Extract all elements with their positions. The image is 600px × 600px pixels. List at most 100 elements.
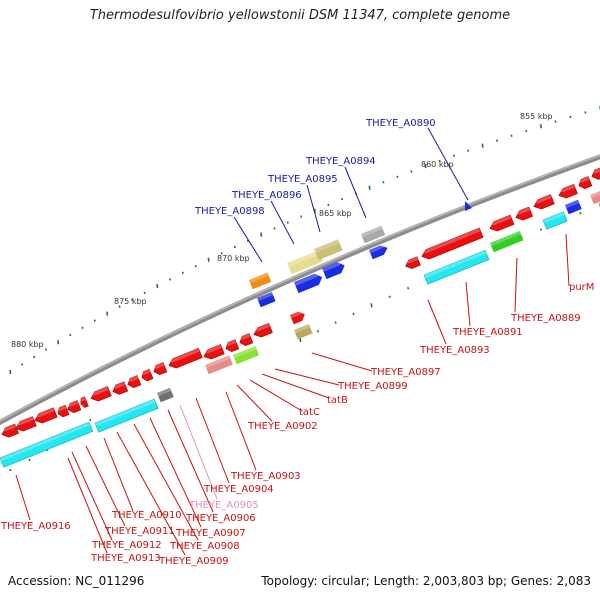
gene-block-cyan: [542, 211, 568, 230]
label-connector: [71, 451, 113, 541]
gene-label-reverse: tatC: [299, 407, 320, 418]
inner-scale-tick-mark: [28, 458, 31, 462]
gene-label-reverse: THEYE_A0893: [419, 345, 490, 356]
scale-tick-mark: [118, 305, 121, 308]
label-connector: [565, 233, 570, 287]
scale-tick-label: 870 kbp: [217, 254, 250, 263]
gene-label-reverse: THEYE_A0899: [337, 381, 408, 392]
gene-block-cyan: [423, 249, 490, 285]
reverse-gene-arrow: [532, 194, 555, 210]
scale-tick-mark: [525, 129, 528, 133]
genome-title: Thermodesulfovibrio yellowstonii DSM 113…: [89, 8, 511, 23]
scale-tick-label: 880 kbp: [11, 340, 44, 349]
label-connector: [195, 397, 230, 484]
label-connector: [311, 352, 373, 372]
label-connector: [261, 373, 330, 399]
label-connector: [133, 423, 199, 541]
inner-scale-tick-mark: [334, 321, 337, 324]
forward-gene-arrow: [322, 261, 345, 280]
gene-block-orange: [249, 272, 272, 290]
gene-label-reverse: THEYE_A0912: [91, 540, 162, 551]
gene-block-gray: [157, 387, 174, 403]
gene-block-cyan: [0, 421, 94, 468]
inner-scale-tick-mark: [370, 303, 373, 308]
gene-block-red-small: [290, 311, 305, 325]
gene-label-forward: THEYE_A0890: [365, 118, 436, 129]
reverse-gene-arrow: [224, 339, 240, 353]
reverse-gene-arrow: [111, 381, 129, 395]
gene-label-reverse: THEYE_A0902: [247, 421, 318, 432]
gene-label-reverse: THEYE_A0916: [0, 521, 71, 532]
gene-block-olive: [294, 324, 313, 340]
inner-scale-tick-mark: [407, 286, 410, 290]
inner-scale-tick-mark: [299, 337, 302, 343]
gene-label-reverse: THEYE_A0891: [452, 327, 523, 338]
scale-tick-label: 865 kbp: [319, 209, 352, 218]
forward-gene-arrow: [369, 244, 388, 260]
scale-tick-mark: [9, 369, 12, 375]
reverse-gene-arrow: [66, 400, 82, 414]
reverse-gene-arrow: [89, 386, 112, 402]
scale-tick-label: 875 kbp: [114, 297, 147, 306]
gene-block-blue: [257, 292, 276, 308]
scale-tick-mark: [300, 215, 303, 218]
label-connector: [167, 409, 214, 513]
gene-block-cyan: [94, 398, 159, 433]
label-connector: [249, 379, 303, 412]
scale-tick-mark: [584, 111, 587, 114]
reverse-gene-arrow: [56, 404, 70, 418]
reverse-gene-arrow: [33, 407, 58, 424]
inner-scale-tick-mark: [388, 295, 391, 298]
reverse-gene-arrow: [0, 423, 19, 438]
gene-label-reverse: tatB: [327, 395, 348, 406]
label-connector: [427, 127, 469, 201]
scale-tick-mark: [207, 257, 210, 262]
scale-tick-mark: [481, 143, 484, 148]
label-connector: [233, 216, 263, 263]
scale-tick-mark: [106, 311, 109, 316]
gene-label-forward: THEYE_A0894: [305, 156, 376, 167]
gene-block-pink: [590, 189, 600, 205]
reverse-gene-arrow: [202, 344, 225, 360]
forward-gene-marker: [465, 201, 472, 211]
reverse-gene-arrow: [167, 347, 203, 369]
label-connector: [465, 281, 471, 327]
gene-label-reverse: purM: [569, 282, 594, 293]
gene-label-reverse: THEYE_A0909: [158, 556, 229, 567]
gene-label-forward: THEYE_A0896: [231, 190, 302, 201]
gene-label-reverse: THEYE_A0910: [111, 510, 182, 521]
scale-tick-mark: [21, 363, 24, 366]
reverse-gene-arrow: [252, 322, 273, 338]
scale-tick-mark: [410, 170, 413, 173]
scale-tick-mark: [452, 154, 455, 157]
inner-scale-tick-mark: [579, 211, 582, 215]
reverse-gene-arrow: [590, 166, 600, 180]
scale-tick-mark: [382, 181, 385, 184]
accession-text: Accession: NC_011296: [8, 574, 145, 588]
reverse-gene-arrow: [140, 368, 154, 382]
inner-scale-tick-mark: [539, 228, 543, 231]
gene-block-gray: [361, 225, 386, 244]
label-connector: [179, 404, 218, 500]
scale-tick-mark: [220, 252, 223, 255]
scale-tick-mark: [81, 326, 84, 329]
label-connector: [274, 368, 340, 386]
label-connector: [344, 166, 367, 219]
label-connector: [67, 457, 108, 554]
gene-block-khaki: [287, 250, 324, 275]
scale-tick-mark: [69, 333, 72, 337]
scale-tick-mark: [286, 221, 289, 224]
reverse-gene-arrow: [152, 362, 168, 376]
label-connector: [514, 257, 518, 313]
reverse-gene-arrow: [577, 176, 593, 190]
label-connector: [427, 299, 447, 345]
scale-tick-mark: [510, 134, 513, 137]
inner-scale-tick-mark: [9, 468, 12, 472]
gene-label-reverse: THEYE_A0904: [203, 484, 274, 495]
scale-tick-mark: [424, 163, 427, 169]
label-connector: [103, 437, 134, 512]
gene-block-pink: [205, 355, 233, 375]
gene-label-reverse: THEYE_A0889: [510, 313, 581, 324]
label-connector: [236, 384, 273, 422]
gene-label-reverse: THEYE_A0907: [175, 528, 246, 539]
